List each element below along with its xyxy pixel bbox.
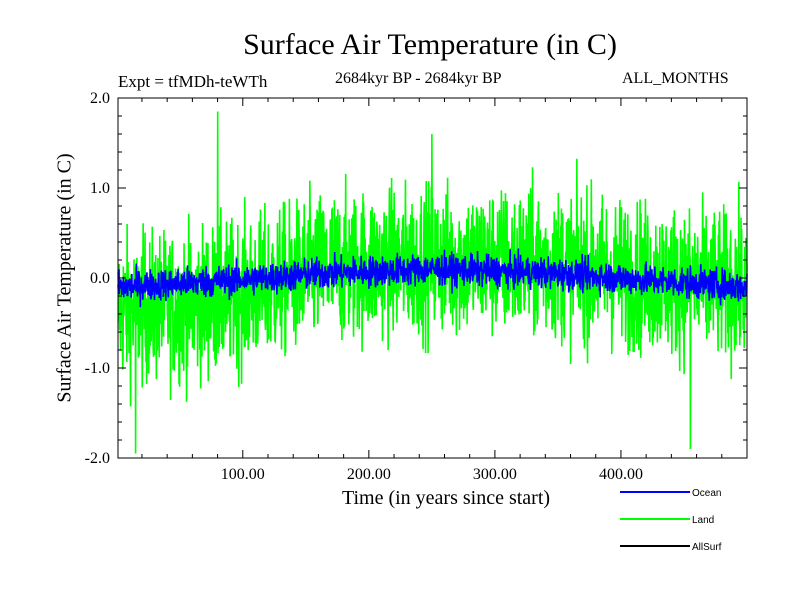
y-tick-label: 2.0 xyxy=(90,90,110,107)
legend-label-ocean: Ocean xyxy=(692,488,721,499)
legend-label-allsurf: AllSurf xyxy=(692,542,722,553)
series-line-ocean xyxy=(117,248,748,308)
legend-label-land: Land xyxy=(692,515,714,526)
y-tick-label: -2.0 xyxy=(85,450,110,467)
x-tick-label: 200.00 xyxy=(347,466,391,483)
y-tick-label: 0.0 xyxy=(90,270,110,287)
experiment-label: Expt = tfMDh-teWTh xyxy=(118,72,268,91)
period-label: 2684kyr BP - 2684kyr BP xyxy=(335,70,502,87)
legend: Ocean Land AllSurf xyxy=(620,488,722,553)
chart-title: Surface Air Temperature (in C) xyxy=(243,28,617,61)
series-layer xyxy=(117,111,748,454)
x-axis-label: Time (in years since start) xyxy=(341,487,551,509)
x-tick-label: 300.00 xyxy=(473,466,517,483)
x-tick-label: 100.00 xyxy=(221,466,265,483)
series-line-land xyxy=(117,111,748,454)
ticks-layer: 100.00 200.00 300.00 400.00 2.0 1.0 0.0 -1.0 -2.… xyxy=(85,90,747,483)
y-tick-label: -1.0 xyxy=(85,360,110,377)
y-tick-label: 1.0 xyxy=(90,180,110,197)
x-tick-label: 400.00 xyxy=(599,466,643,483)
months-label: ALL_MONTHS xyxy=(622,70,729,87)
